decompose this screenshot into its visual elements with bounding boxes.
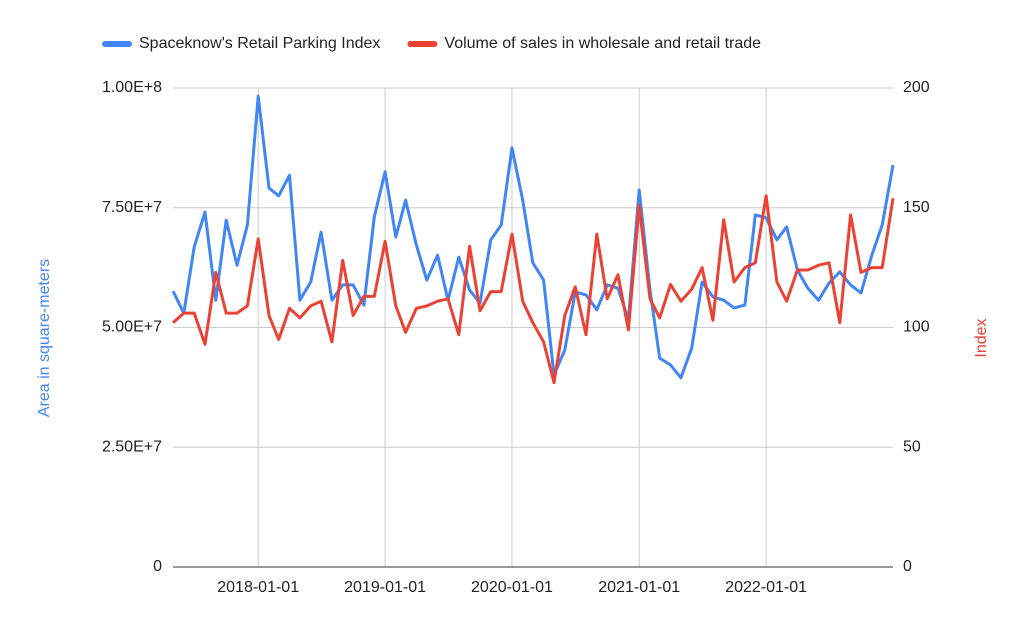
y-tick-label: 0	[153, 558, 162, 575]
y2-tick-label: 200	[903, 79, 930, 96]
y2-tick-label: 50	[903, 438, 921, 455]
legend-label: Volume of sales in wholesale and retail …	[444, 35, 761, 52]
series-line	[171, 94, 895, 380]
y-tick-label: 5.00E+7	[102, 319, 162, 336]
x-tick-label: 2019-01-01	[344, 579, 426, 596]
y-axis-title: Area in square-meters	[36, 259, 53, 417]
series-line	[172, 194, 895, 385]
y2-tick-label: 150	[903, 199, 930, 216]
x-tick-label: 2020-01-01	[471, 579, 553, 596]
y-tick-label: 2.50E+7	[102, 438, 162, 455]
x-tick-label: 2022-01-01	[725, 579, 807, 596]
y-tick-label: 1.00E+8	[102, 79, 162, 96]
y-tick-label: 7.50E+7	[102, 199, 162, 216]
x-tick-label: 2018-01-01	[217, 579, 299, 596]
y2-tick-label: 0	[903, 558, 912, 575]
y2-tick-label: 100	[903, 319, 930, 336]
x-tick-label: 2021-01-01	[598, 579, 680, 596]
legend-label: Spaceknow's Retail Parking Index	[139, 35, 380, 52]
y2-axis-title: Index	[973, 318, 990, 357]
